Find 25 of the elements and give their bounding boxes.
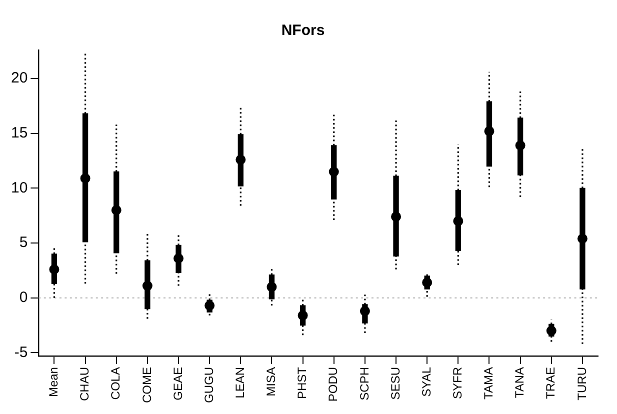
y-tick-label: -5 <box>14 344 28 361</box>
x-tick-label: TRAE <box>544 367 558 400</box>
x-tick-label: SYAL <box>419 366 434 397</box>
x-tick-label: TAMA <box>482 367 496 400</box>
x-tick-label: TURU <box>574 367 589 400</box>
x-tick-label: SYFR <box>450 366 464 400</box>
x-tick-label: LEAN <box>232 367 247 398</box>
x-tick-label: COLA <box>108 367 123 400</box>
x-tick-label: GUGU <box>202 367 216 403</box>
y-tick-label: 20 <box>10 70 28 87</box>
chart-title: NFors <box>281 22 325 40</box>
y-tick-label: 15 <box>10 124 28 142</box>
x-tick-label: SESU <box>388 367 402 400</box>
y-tick-label: 0 <box>19 289 28 306</box>
x-tick-label: COME <box>140 367 154 403</box>
x-tick-label: CHAU <box>78 367 92 402</box>
x-tick-label: PODU <box>326 367 340 402</box>
y-tick-label: 10 <box>10 179 28 196</box>
x-tick-label: GEAE <box>170 367 185 400</box>
x-tick-label: MISA <box>264 367 278 396</box>
x-tick-label: Mean <box>46 367 61 398</box>
x-tick-label: SCPH <box>357 367 372 400</box>
y-tick-label: 5 <box>19 234 28 252</box>
x-tick-label: TANA <box>512 367 527 398</box>
x-tick-label: PHST <box>295 366 310 400</box>
